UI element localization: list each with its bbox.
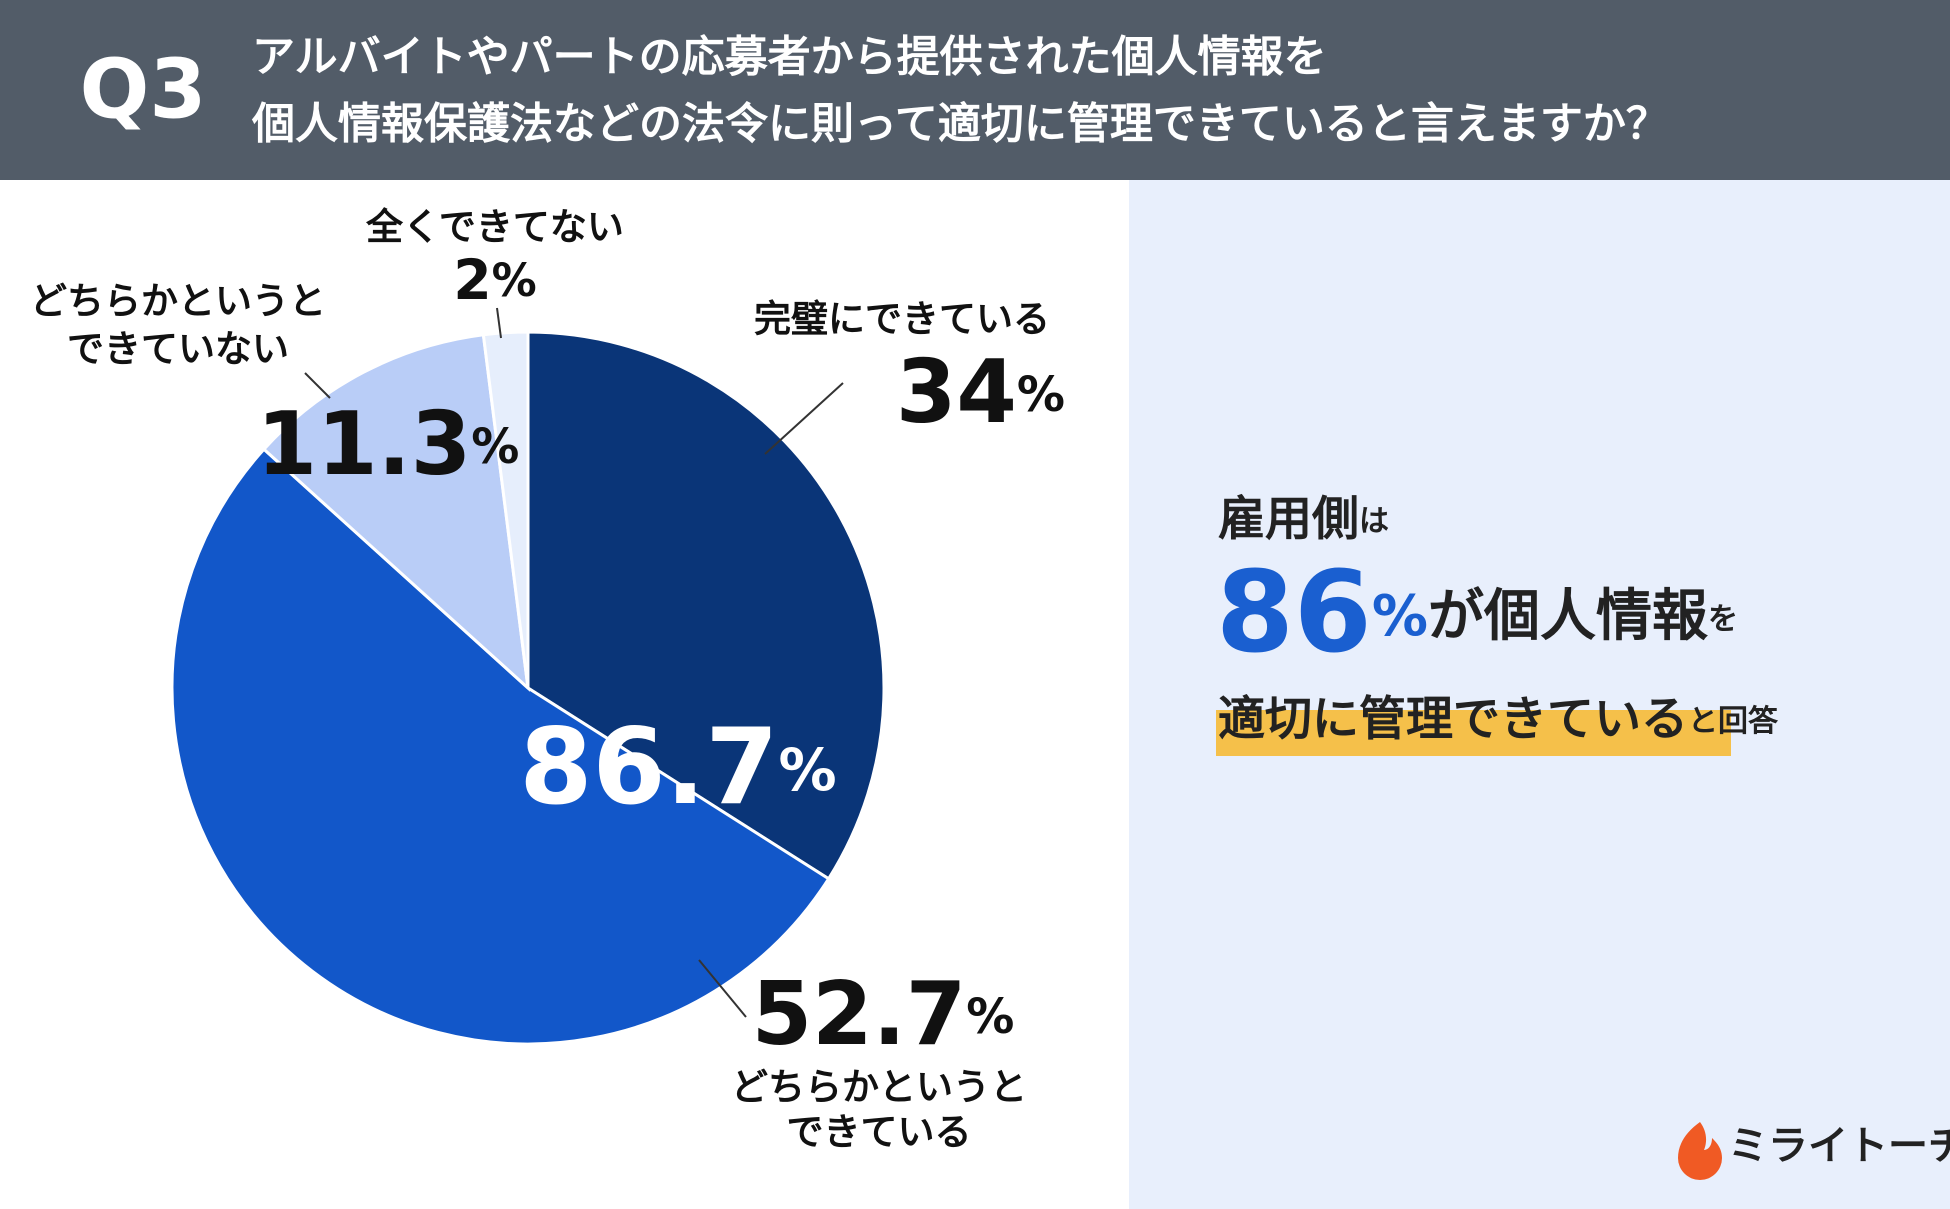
text: を bbox=[1708, 602, 1738, 637]
slice-value: 34% bbox=[896, 341, 1065, 443]
text: は bbox=[1359, 504, 1389, 539]
summary-line: 86%が個人情報を bbox=[1216, 548, 1738, 678]
slice-value: 52.7% bbox=[752, 963, 1015, 1065]
title-line: アルバイトやパートの応募者から提供された個人情報を bbox=[252, 33, 1327, 83]
logo-icon bbox=[1678, 1122, 1722, 1180]
pie-slice bbox=[170, 447, 831, 1046]
slice-label: できている bbox=[787, 1111, 972, 1154]
slice-label: 完璧にできている bbox=[754, 298, 1050, 341]
leader-lines bbox=[304, 307, 844, 1018]
text: が個人情報 bbox=[1428, 584, 1708, 649]
summary-line: 適切に管理できていると回答 bbox=[1218, 692, 1779, 747]
value: 52.7 bbox=[752, 963, 967, 1065]
leader-line bbox=[304, 372, 331, 399]
unit: % bbox=[471, 419, 519, 475]
value: 11.3 bbox=[257, 393, 472, 495]
text: 適切に管理できている bbox=[1218, 692, 1688, 747]
summary-line: 雇用側は bbox=[1218, 492, 1389, 547]
title-line: 個人情報保護法などの法令に則って適切に管理できていると言えますか？ bbox=[251, 100, 1669, 150]
total-label: 86.7% bbox=[519, 706, 836, 828]
pie-slice bbox=[261, 333, 530, 692]
value: 34 bbox=[896, 341, 1017, 443]
summary-panel bbox=[1129, 180, 1950, 1209]
slice-value: 11.3% bbox=[257, 393, 520, 495]
highlight-number: 86 bbox=[1216, 548, 1372, 678]
value: 2 bbox=[453, 248, 491, 312]
slice-label: どちらかというと bbox=[731, 1066, 1027, 1109]
text: と回答 bbox=[1688, 704, 1779, 739]
highlight-bar bbox=[1216, 710, 1731, 756]
leader-line bbox=[764, 382, 844, 455]
unit: % bbox=[966, 989, 1014, 1045]
unit: % bbox=[492, 254, 537, 307]
header bbox=[0, 0, 1950, 180]
slice-value: 2% bbox=[453, 248, 536, 312]
leader-line bbox=[698, 959, 747, 1018]
slice-label: どちらかというと bbox=[30, 280, 326, 323]
unit: % bbox=[778, 736, 836, 804]
text: 雇用側 bbox=[1218, 492, 1359, 547]
unit: % bbox=[1372, 584, 1428, 649]
value: 86.7 bbox=[519, 706, 778, 828]
pie-slice bbox=[481, 330, 530, 689]
pie-slice bbox=[526, 330, 886, 881]
slice-label: できていない bbox=[67, 328, 289, 371]
unit: % bbox=[1017, 367, 1065, 423]
question-number: Q3 bbox=[80, 42, 207, 137]
logo: ミライトーチ bbox=[1728, 1123, 1950, 1169]
pie bbox=[170, 330, 886, 1046]
slice-label: 全くできてない bbox=[365, 206, 624, 249]
leader-line bbox=[496, 307, 502, 339]
